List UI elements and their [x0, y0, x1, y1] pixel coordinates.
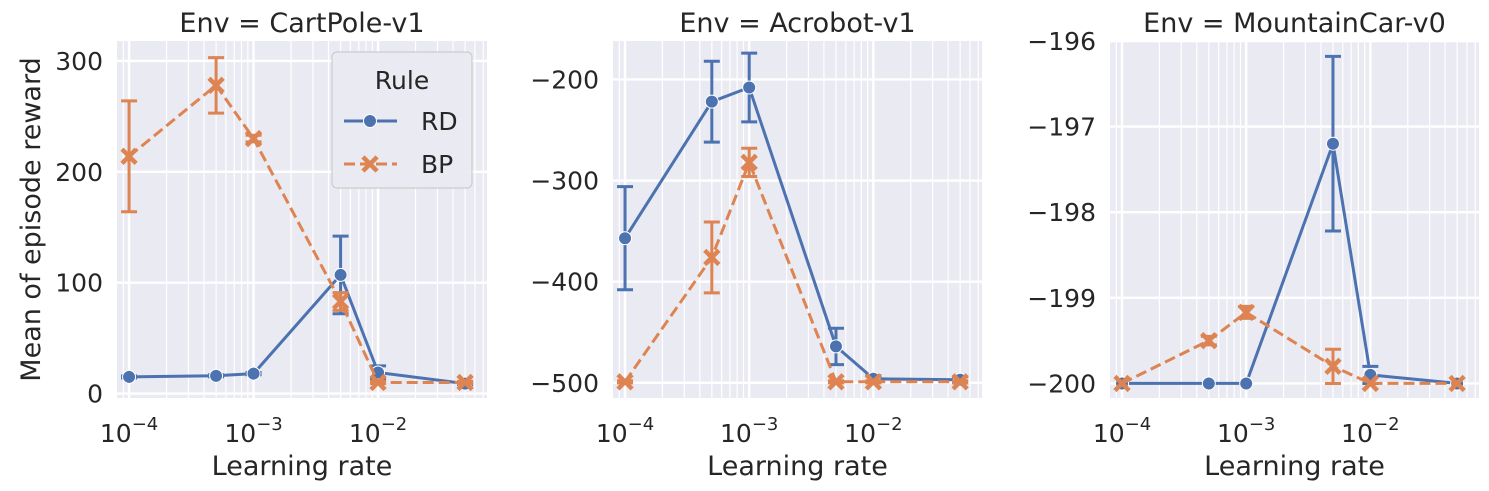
series-line-RD	[1122, 142, 1458, 385]
y-tick-labels: 0 100 200 300	[55, 47, 103, 409]
x-axis-label: Learning rate	[707, 451, 888, 482]
y-tick-label: −198	[1027, 198, 1096, 227]
legend-label-BP: BP	[421, 150, 453, 179]
data-point-RD	[333, 267, 348, 282]
series-line-BP	[623, 160, 961, 384]
series-line-BP	[1121, 310, 1458, 385]
panel-title: Env = MountainCar-v0	[1143, 8, 1446, 39]
x-tick-labels: 10−4 10−3 10−2	[1093, 414, 1400, 448]
panel-title: Env = Acrobot-v1	[679, 8, 915, 39]
x-tick-label: 10−3	[224, 414, 282, 448]
legend-marker-BP	[361, 155, 379, 173]
gridlines	[117, 41, 487, 398]
x-tick-label: 10−3	[1217, 414, 1275, 448]
series-BP	[1113, 303, 1466, 393]
y-tick-labels: −500 −400 −300 −200	[530, 65, 599, 397]
legend-title: Rule	[375, 66, 429, 95]
data-point-RD	[122, 369, 137, 384]
data-point-BP	[1324, 357, 1342, 376]
data-point-RD	[618, 231, 633, 246]
data-point-BP	[1237, 303, 1255, 322]
x-tick-label: 10−4	[596, 414, 654, 448]
data-point-RD	[1239, 376, 1254, 391]
data-point-RD	[246, 366, 261, 381]
x-tick-label: 10−2	[1341, 414, 1399, 448]
x-tick-label: 10−2	[349, 414, 407, 448]
x-tick-label: 10−4	[100, 414, 158, 448]
y-tick-label: −300	[530, 167, 599, 196]
panel-title: Env = CartPole-v1	[179, 8, 424, 39]
y-tick-label: −196	[1027, 27, 1096, 56]
series-BP	[120, 56, 474, 392]
x-tick-label: 10−3	[720, 414, 778, 448]
series-line-RD	[623, 86, 961, 382]
x-tick-labels: 10−4 10−3 10−2	[596, 414, 903, 448]
data-point-BP	[331, 292, 350, 311]
y-tick-label: −200	[1027, 369, 1096, 398]
data-point-RD	[704, 94, 719, 109]
legend-marker-RD	[363, 114, 377, 128]
data-point-BP	[1448, 374, 1466, 393]
y-axis-label: Mean of episode reward	[16, 57, 47, 381]
data-point-RD	[1325, 136, 1340, 151]
y-tick-label: −200	[530, 65, 599, 94]
y-tick-label: −400	[530, 268, 599, 297]
legend: Rule RD BP	[331, 51, 473, 189]
y-tick-label: −197	[1027, 113, 1096, 142]
data-point-BP	[369, 373, 387, 392]
data-point-BP	[120, 147, 138, 165]
y-tick-label: 300	[55, 47, 103, 76]
data-point-RD	[209, 368, 224, 383]
y-tick-label: −500	[530, 369, 599, 398]
y-tick-label: 0	[87, 380, 103, 409]
data-point-BP	[1361, 374, 1380, 393]
y-tick-label: 100	[55, 269, 103, 298]
data-point-BP	[207, 76, 225, 95]
data-point-BP	[951, 373, 969, 391]
panel-1: 0 100 200 300 10−4 10−3 10−2 Env = CartPole-v1 L…	[16, 8, 487, 482]
x-tick-label: 10−4	[1093, 414, 1151, 448]
x-tick-label: 10−2	[844, 414, 902, 448]
data-point-BP	[864, 373, 883, 391]
gridlines	[613, 41, 982, 398]
legend-box	[331, 51, 473, 189]
data-point-BP	[456, 373, 474, 392]
y-tick-label: 200	[55, 158, 103, 187]
data-point-BP	[244, 129, 263, 148]
data-point-RD	[828, 339, 843, 354]
data-point-BP	[616, 373, 634, 391]
series-line-BP	[128, 83, 466, 384]
y-tick-label: −199	[1027, 284, 1096, 313]
x-tick-labels: 10−4 10−3 10−2	[100, 414, 407, 448]
legend-label-RD: RD	[421, 107, 458, 136]
series-line-RD	[129, 273, 466, 386]
panel-2: −500 −400 −300 −200 10−4 10−3 10−2 Env = Acrobo…	[530, 8, 982, 482]
plot-area	[1110, 41, 1479, 398]
data-point-BP	[703, 248, 721, 267]
panel-3: −200 −199 −198 −197 −196 10−4 10−3 10−2 Env = Mo…	[1027, 8, 1479, 482]
plot-area	[613, 41, 982, 398]
data-point-BP	[1200, 331, 1218, 350]
x-axis-label: Learning rate	[212, 451, 393, 482]
data-point-BP	[827, 373, 845, 391]
data-point-BP	[1113, 374, 1131, 393]
series-BP	[616, 146, 969, 391]
data-point-RD	[1201, 376, 1216, 391]
x-axis-label: Learning rate	[1204, 451, 1385, 482]
y-tick-labels: −200 −199 −198 −197 −196	[1027, 27, 1096, 398]
data-point-BP	[740, 153, 758, 172]
data-point-RD	[742, 80, 757, 95]
